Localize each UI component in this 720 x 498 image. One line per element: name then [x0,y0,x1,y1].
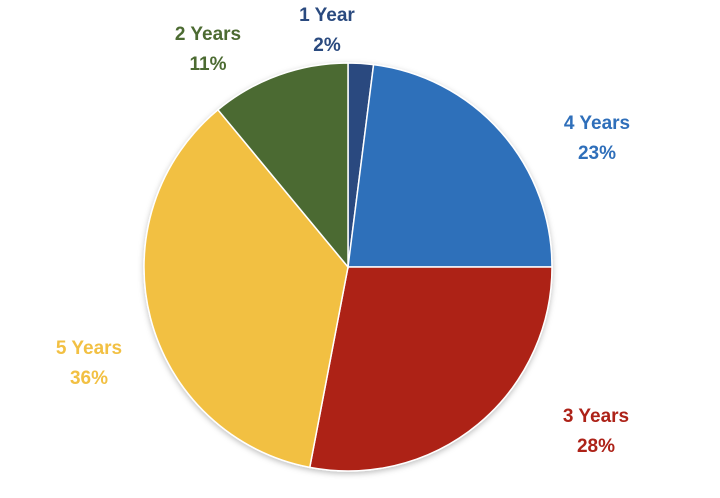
slice-category-label-4-years: 4 Years [564,113,630,134]
pie-slices [143,62,553,472]
pie-slice-2-years [216,62,349,270]
slice-category-label-2-years: 2 Years [175,24,241,45]
slice-percent-label-5-years: 36% [70,368,108,389]
slice-percent-label-2-years: 11% [190,54,227,75]
slice-percent-label-1-year: 2% [313,35,341,56]
slice-category-label-1-year: 1 Year [299,5,355,26]
pie-slice-5-years [143,108,349,469]
pie-labels: 1 Year 2% 4 Years 23% 3 Years 28% 5 Years 36% 2 … [56,5,630,457]
slice-category-label-5-years: 5 Years [56,338,122,359]
slice-category-label-3-years: 3 Years [563,406,629,427]
pie-slice-3-years [308,266,553,472]
slice-percent-label-3-years: 28% [577,436,615,457]
pie-slice-4-years [347,63,553,268]
slice-percent-label-4-years: 23% [578,143,616,164]
